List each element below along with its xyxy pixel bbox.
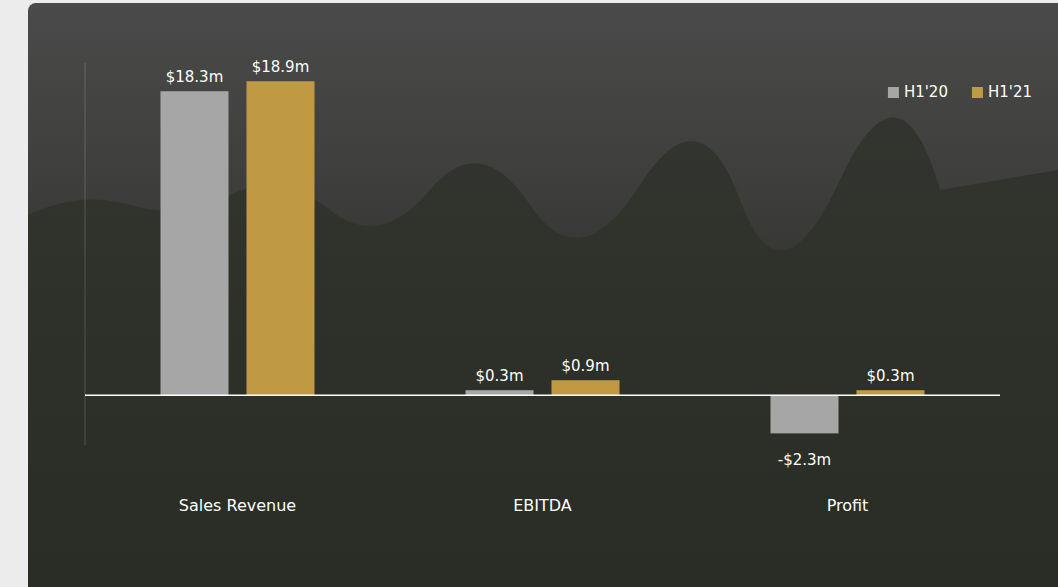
data-label: $0.9m <box>561 357 609 375</box>
bars <box>161 81 925 433</box>
legend: H1'20 H1'21 <box>888 83 1032 101</box>
bar <box>771 395 839 433</box>
bar <box>552 380 620 395</box>
zero-line <box>85 394 1000 396</box>
labels: $18.3m $0.3m -$2.3m $18.9m $0.9m $0.3m <box>166 58 915 469</box>
data-label: -$2.3m <box>778 451 831 469</box>
data-label: $18.3m <box>166 68 224 86</box>
legend-label: H1'21 <box>988 83 1032 101</box>
y-axis-line <box>85 63 86 445</box>
bar <box>247 81 315 395</box>
category-label: EBITDA <box>513 496 572 515</box>
legend-label: H1'20 <box>904 83 948 101</box>
data-label: $0.3m <box>475 367 523 385</box>
data-label: $0.3m <box>866 367 914 385</box>
background-panel <box>28 3 1058 587</box>
category-label: Sales Revenue <box>179 496 296 515</box>
legend-swatch <box>972 87 983 98</box>
chart-root: $18.3m $0.3m -$2.3m $18.9m $0.9m $0.3m Sales R… <box>0 0 1058 587</box>
category-label: Profit <box>827 496 869 515</box>
bar <box>161 91 229 395</box>
legend-swatch <box>888 87 899 98</box>
data-label: $18.9m <box>252 58 310 76</box>
